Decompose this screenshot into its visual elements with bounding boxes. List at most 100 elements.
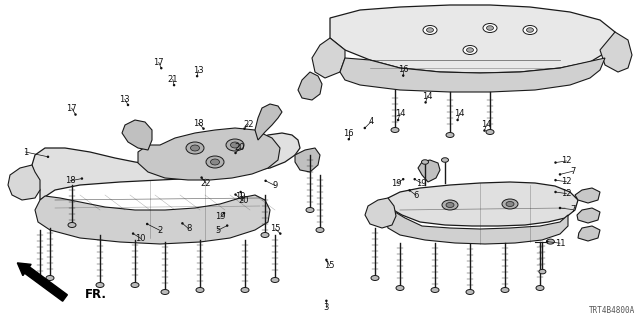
- Text: 16: 16: [398, 65, 408, 74]
- Ellipse shape: [200, 176, 203, 179]
- Polygon shape: [122, 120, 152, 150]
- Ellipse shape: [539, 269, 546, 274]
- Ellipse shape: [271, 277, 279, 283]
- Polygon shape: [138, 128, 280, 180]
- Ellipse shape: [431, 287, 439, 292]
- Ellipse shape: [413, 178, 416, 180]
- Text: 19: 19: [216, 212, 226, 221]
- Ellipse shape: [446, 203, 454, 207]
- Ellipse shape: [502, 199, 518, 209]
- Text: 11: 11: [555, 239, 565, 248]
- Ellipse shape: [239, 191, 242, 193]
- Text: 10: 10: [136, 234, 146, 243]
- Ellipse shape: [422, 160, 429, 164]
- Polygon shape: [330, 5, 615, 73]
- Ellipse shape: [173, 84, 175, 86]
- Text: 4: 4: [369, 117, 374, 126]
- Ellipse shape: [423, 26, 437, 35]
- Text: 20: 20: [238, 196, 248, 205]
- Ellipse shape: [446, 132, 454, 138]
- Ellipse shape: [483, 23, 497, 33]
- Ellipse shape: [325, 259, 328, 261]
- Text: FR.: FR.: [85, 289, 107, 301]
- Text: 21: 21: [168, 75, 178, 84]
- Ellipse shape: [486, 26, 493, 30]
- Text: 8: 8: [186, 224, 191, 233]
- Polygon shape: [32, 133, 300, 200]
- Text: 1: 1: [23, 148, 28, 156]
- Ellipse shape: [408, 189, 411, 192]
- Ellipse shape: [426, 28, 433, 32]
- Text: 14: 14: [422, 92, 433, 100]
- Polygon shape: [365, 198, 396, 228]
- Polygon shape: [8, 165, 40, 200]
- Polygon shape: [298, 72, 322, 100]
- Polygon shape: [385, 208, 568, 244]
- Polygon shape: [388, 182, 578, 226]
- Ellipse shape: [261, 233, 269, 237]
- Ellipse shape: [196, 287, 204, 292]
- Text: 7: 7: [570, 205, 575, 214]
- Ellipse shape: [396, 285, 404, 291]
- Ellipse shape: [554, 161, 557, 164]
- Polygon shape: [418, 160, 440, 182]
- Ellipse shape: [466, 290, 474, 294]
- Text: 19: 19: [236, 192, 246, 201]
- Polygon shape: [577, 208, 600, 223]
- Text: 14: 14: [454, 109, 465, 118]
- Text: 22: 22: [243, 120, 253, 129]
- Text: 14: 14: [395, 109, 405, 118]
- Ellipse shape: [127, 104, 129, 106]
- Polygon shape: [575, 188, 600, 203]
- Ellipse shape: [501, 287, 509, 292]
- Text: 13: 13: [120, 95, 130, 104]
- Ellipse shape: [397, 119, 399, 121]
- Text: 14: 14: [481, 120, 492, 129]
- Ellipse shape: [527, 28, 534, 32]
- Ellipse shape: [161, 290, 169, 294]
- Ellipse shape: [191, 145, 200, 151]
- Ellipse shape: [206, 156, 224, 168]
- Ellipse shape: [316, 228, 324, 233]
- Polygon shape: [600, 32, 632, 72]
- Text: 15: 15: [324, 261, 335, 270]
- Ellipse shape: [46, 276, 54, 281]
- Polygon shape: [340, 58, 605, 92]
- Ellipse shape: [536, 285, 544, 291]
- Ellipse shape: [456, 119, 459, 121]
- Text: 2: 2: [157, 226, 163, 235]
- Text: 6: 6: [413, 191, 419, 200]
- Ellipse shape: [442, 200, 458, 210]
- Ellipse shape: [463, 45, 477, 54]
- Ellipse shape: [230, 142, 239, 148]
- Ellipse shape: [424, 101, 427, 104]
- Ellipse shape: [486, 130, 494, 134]
- Ellipse shape: [131, 283, 139, 287]
- Text: 3: 3: [324, 303, 329, 312]
- Ellipse shape: [506, 202, 514, 206]
- Ellipse shape: [186, 142, 204, 154]
- Polygon shape: [578, 226, 600, 241]
- Ellipse shape: [264, 180, 267, 182]
- Ellipse shape: [306, 207, 314, 212]
- Polygon shape: [295, 148, 320, 172]
- Ellipse shape: [132, 232, 134, 235]
- Text: 9: 9: [273, 181, 278, 190]
- Text: 16: 16: [344, 129, 354, 138]
- Ellipse shape: [523, 26, 537, 35]
- Text: 12: 12: [561, 189, 572, 198]
- Ellipse shape: [546, 240, 548, 243]
- Ellipse shape: [547, 239, 554, 244]
- Ellipse shape: [96, 283, 104, 287]
- Text: 12: 12: [561, 156, 572, 165]
- Ellipse shape: [234, 193, 237, 196]
- Text: 20: 20: [235, 143, 245, 152]
- Text: 17: 17: [154, 58, 164, 67]
- Text: 12: 12: [561, 177, 572, 186]
- Ellipse shape: [279, 232, 282, 235]
- FancyArrow shape: [17, 263, 67, 301]
- Ellipse shape: [554, 191, 557, 193]
- Text: TRT4B4800A: TRT4B4800A: [589, 306, 635, 315]
- Ellipse shape: [442, 158, 449, 162]
- Ellipse shape: [554, 179, 557, 181]
